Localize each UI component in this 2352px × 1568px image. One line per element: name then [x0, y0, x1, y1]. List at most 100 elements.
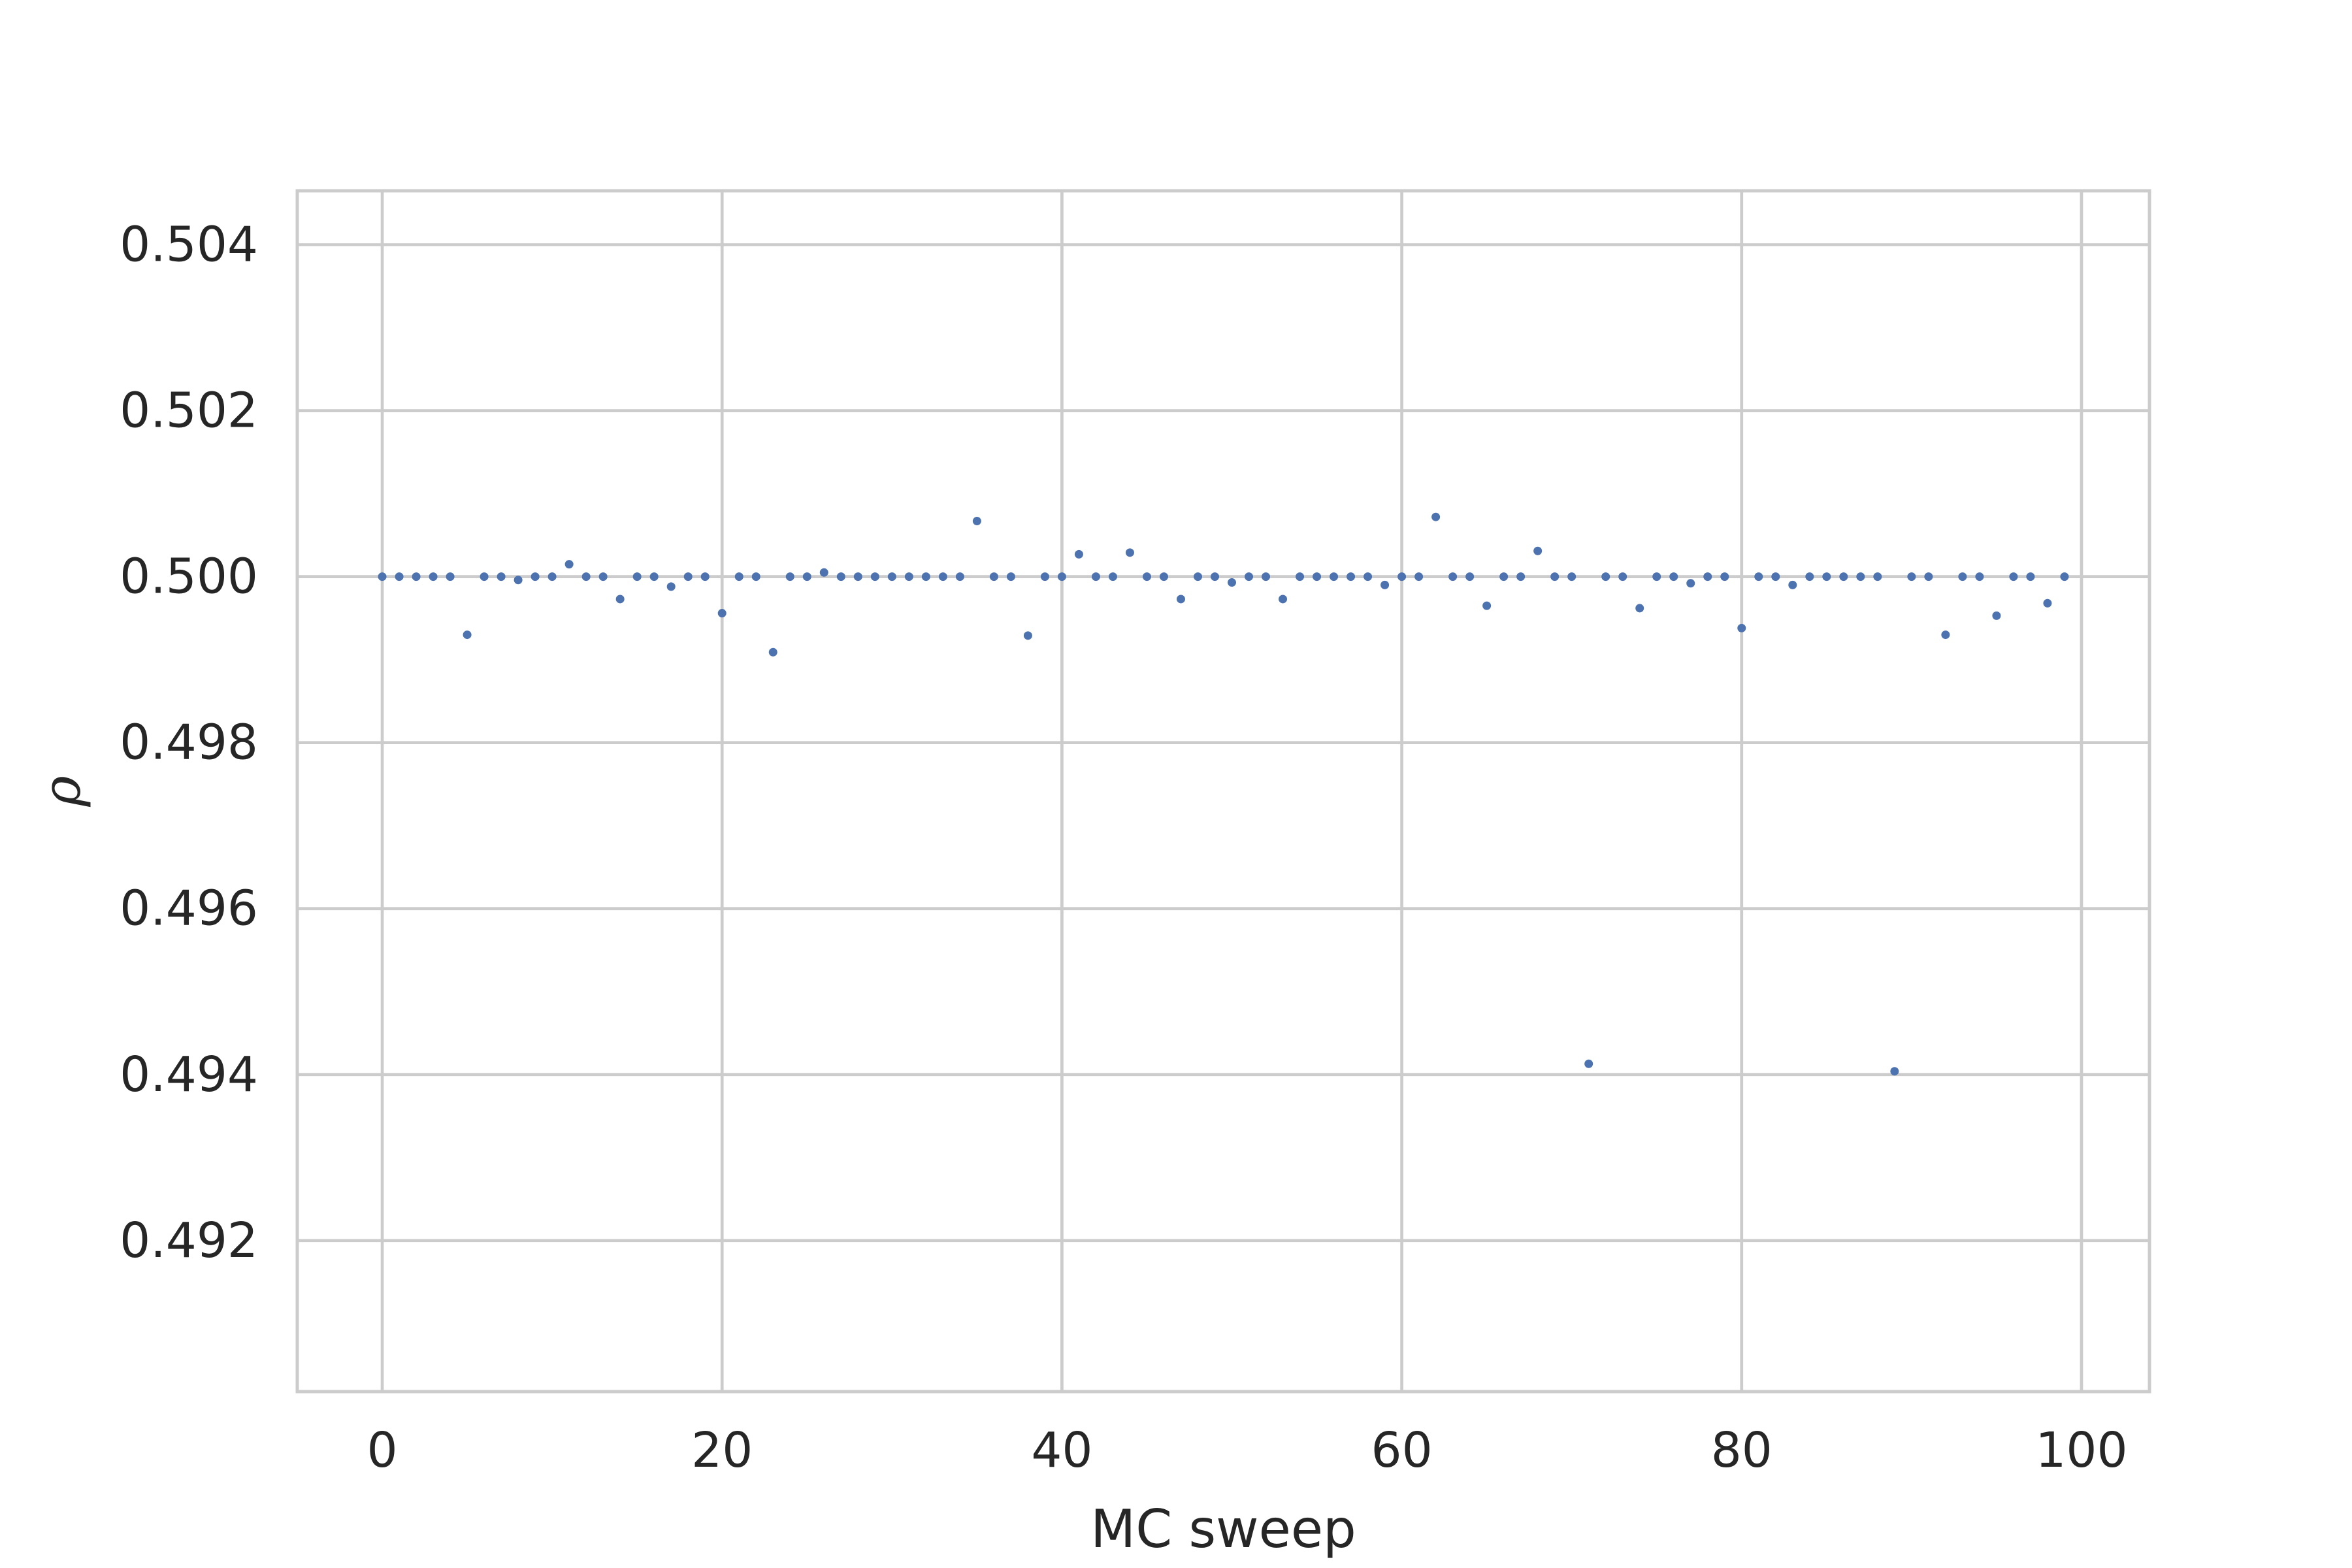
- data-point: [1720, 572, 1729, 581]
- y-tick-labels: 0.492 0.494 0.496 0.498 0.500 0.502 0.504: [120, 217, 258, 1269]
- data-point: [1958, 572, 1967, 581]
- data-point: [1652, 572, 1661, 581]
- data-point: [717, 609, 727, 618]
- data-point: [1941, 630, 1950, 640]
- data-point: [938, 572, 947, 581]
- data-point: [480, 572, 489, 581]
- data-point: [497, 572, 506, 581]
- data-point: [547, 572, 557, 581]
- data-point: [412, 572, 421, 581]
- data-point: [836, 572, 845, 581]
- y-tick-label: 0.494: [120, 1047, 258, 1103]
- data-point: [1006, 572, 1015, 581]
- data-point: [1330, 572, 1339, 581]
- data-point: [768, 647, 777, 657]
- data-point: [463, 630, 472, 640]
- plot-frame: [295, 189, 2151, 1394]
- data-point: [1228, 578, 1237, 587]
- data-point: [1975, 572, 1984, 581]
- data-point: [819, 568, 828, 577]
- data-point: [1839, 572, 1848, 581]
- data-point: [395, 572, 404, 581]
- data-point: [972, 517, 981, 526]
- data-point: [2009, 572, 2018, 581]
- data-point: [1397, 572, 1407, 581]
- data-point: [1890, 1067, 1899, 1076]
- data-point: [1737, 623, 1746, 632]
- data-point: [1448, 572, 1458, 581]
- data-point: [514, 576, 523, 585]
- data-point: [1465, 572, 1475, 581]
- x-tick-label: 0: [367, 1422, 397, 1478]
- data-point: [1516, 572, 1526, 581]
- data-point: [1142, 572, 1151, 581]
- data-point: [683, 572, 693, 581]
- data-point: [2060, 572, 2069, 581]
- data-point: [1296, 572, 1305, 581]
- data-point: [429, 572, 438, 581]
- y-axis-label: ρ: [31, 776, 92, 807]
- data-point: [1159, 572, 1168, 581]
- y-tick-label: 0.498: [120, 715, 258, 771]
- data-point: [1380, 580, 1390, 589]
- data-point: [802, 572, 811, 581]
- data-point: [1856, 572, 1865, 581]
- data-point: [1431, 512, 1441, 521]
- data-point: [1703, 572, 1712, 581]
- data-point: [734, 572, 743, 581]
- data-point: [921, 572, 930, 581]
- data-point: [649, 572, 659, 581]
- data-point: [615, 595, 625, 604]
- x-axis-label: MC sweep: [1090, 1499, 1356, 1560]
- data-point: [1669, 572, 1678, 581]
- data-point: [1822, 572, 1831, 581]
- data-point: [989, 572, 998, 581]
- data-point: [1992, 611, 2001, 620]
- y-tick-label: 0.500: [120, 549, 258, 605]
- data-point: [666, 582, 676, 591]
- data-point: [1414, 572, 1424, 581]
- data-point: [785, 572, 794, 581]
- data-point: [1499, 572, 1509, 581]
- data-point: [1040, 572, 1049, 581]
- data-point: [1482, 601, 1492, 610]
- data-points: [378, 512, 2069, 1076]
- data-point: [1091, 572, 1100, 581]
- x-tick-label: 100: [2035, 1422, 2127, 1478]
- grid-lines: [297, 191, 2149, 1392]
- y-tick-label: 0.504: [120, 217, 258, 273]
- data-point: [632, 572, 642, 581]
- x-tick-label: 60: [1371, 1422, 1433, 1478]
- data-point: [564, 560, 574, 569]
- data-point: [1635, 604, 1644, 613]
- data-point: [700, 572, 710, 581]
- data-point: [378, 572, 387, 581]
- data-point: [1924, 572, 1933, 581]
- x-tick-label: 40: [1031, 1422, 1092, 1478]
- data-point: [2043, 598, 2052, 608]
- x-tick-label: 20: [691, 1422, 753, 1478]
- data-point: [1601, 572, 1610, 581]
- data-point: [904, 572, 913, 581]
- data-point: [1125, 548, 1134, 557]
- data-point: [1907, 572, 1916, 581]
- data-point: [1023, 631, 1032, 640]
- data-point: [1245, 572, 1254, 581]
- x-tick-labels: 0 20 40 60 80 100: [367, 1422, 2127, 1478]
- data-point: [1686, 579, 1695, 588]
- data-point: [2026, 572, 2035, 581]
- data-point: [1805, 572, 1814, 581]
- data-point: [1074, 549, 1083, 559]
- y-tick-label: 0.492: [120, 1213, 258, 1269]
- data-point: [870, 572, 879, 581]
- data-point: [1567, 572, 1576, 581]
- y-tick-label: 0.502: [120, 383, 258, 439]
- data-point: [1618, 572, 1627, 581]
- data-point: [531, 572, 540, 581]
- data-point: [1788, 580, 1797, 589]
- data-point: [598, 572, 608, 581]
- data-point: [1771, 572, 1780, 581]
- data-point: [1193, 572, 1202, 581]
- x-tick-label: 80: [1711, 1422, 1772, 1478]
- data-point: [1108, 572, 1117, 581]
